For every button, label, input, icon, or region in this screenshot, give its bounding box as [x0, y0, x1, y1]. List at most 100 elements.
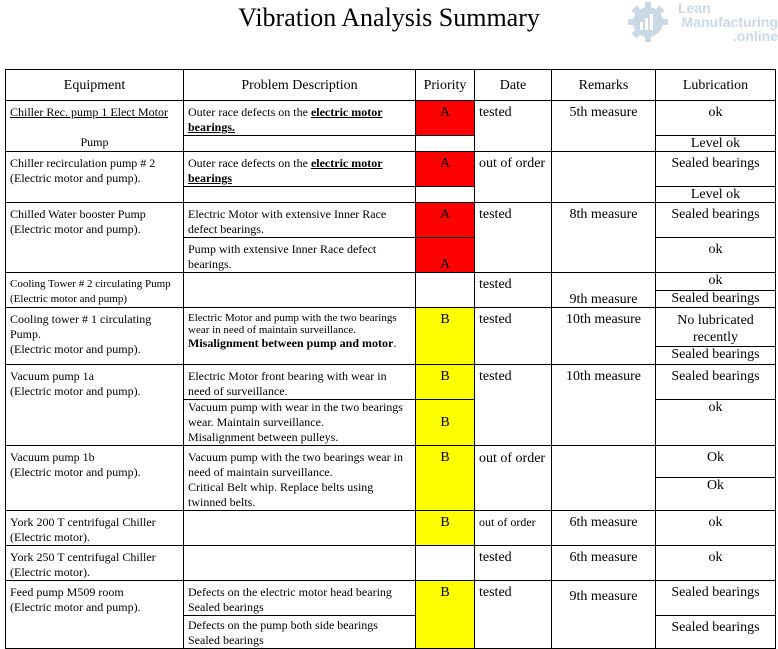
priority-cell: A	[415, 202, 475, 238]
remarks-cell	[551, 445, 656, 511]
equipment-cell: Chilled Water booster Pump (Electric mot…	[5, 202, 184, 273]
remarks-cell: 5th measure	[551, 100, 656, 152]
priority-cell: B	[415, 445, 475, 511]
header-equipment: Equipment	[5, 69, 184, 101]
gear-chart-icon	[628, 2, 668, 42]
lubrication-cell: ok	[655, 510, 776, 546]
priority-cell	[415, 186, 475, 203]
problem-cell: Electric Motor with extensive Inner Race…	[183, 202, 416, 238]
table-row: Cooling tower # 1 circulating Pump. (Ele…	[5, 307, 776, 365]
problem-cell	[183, 510, 416, 546]
equipment-cell: Vacuum pump 1b (Electric motor and pump)…	[5, 445, 184, 511]
table-row: Level ok	[6, 186, 776, 203]
remarks-cell	[551, 151, 656, 203]
table-header-row: Equipment Problem Description Priority D…	[5, 69, 776, 101]
header-remarks: Remarks	[551, 69, 656, 101]
problem-cell: Outer race defects on the electric motor…	[183, 151, 416, 187]
logo: Lean Manufacturing .online	[678, 0, 778, 44]
equipment-cell: York 250 T centrifugal Chiller (Electric…	[5, 545, 184, 581]
table-row: Vacuum pump with wear in the two bearing…	[6, 399, 776, 446]
date-cell: tested	[474, 100, 552, 152]
problem-cell	[183, 186, 416, 203]
lubrication-cell: Ok	[655, 445, 776, 478]
priority-cell: A	[415, 100, 475, 136]
priority-cell: A	[415, 151, 475, 187]
date-cell: tested	[474, 202, 552, 273]
problem-cell: Electric Motor and pump with the two bea…	[183, 307, 416, 365]
table-row: York 200 T centrifugal Chiller (Electric…	[5, 510, 776, 546]
table-row: Vacuum pump 1a (Electric motor and pump)…	[5, 364, 776, 446]
table-row: Vacuum pump 1b (Electric motor and pump)…	[5, 445, 776, 511]
vibration-summary-table: Equipment Problem Description Priority D…	[5, 69, 776, 649]
remarks-cell: 6th measure	[551, 545, 656, 581]
remarks-cell: 9th measure	[551, 580, 656, 649]
problem-cell: Vacuum pump with the two bearings wear i…	[183, 445, 416, 511]
table-row: Feed pump M509 room (Electric motor and …	[5, 580, 776, 649]
lubrication-cell: Sealed bearings	[655, 151, 776, 187]
lubrication-cell: Level ok	[655, 186, 776, 203]
equipment-cell: Chiller recirculation pump # 2 (Electric…	[5, 151, 184, 203]
table-row: Chilled Water booster Pump (Electric mot…	[5, 202, 776, 273]
date-cell: tested	[474, 580, 552, 649]
problem-cell: Defects on the pump both side bearings S…	[183, 615, 416, 649]
priority-cell: B	[415, 399, 475, 446]
priority-cell	[415, 272, 475, 308]
problem-cell: Defects on the electric motor head beari…	[183, 580, 416, 616]
date-cell: tested	[474, 545, 552, 581]
date-cell: out of order	[474, 445, 552, 511]
problem-cell: Outer race defects on the electric motor…	[183, 100, 416, 136]
priority-cell	[415, 545, 475, 581]
remarks-cell: 10th measure	[551, 307, 656, 365]
priority-cell: B	[415, 580, 475, 649]
problem-cell: Electric Motor front bearing with wear i…	[183, 364, 416, 400]
problem-cell	[183, 135, 416, 152]
table-row: Cooling Tower # 2 circulating Pump (Elec…	[5, 272, 776, 308]
lubrication-cell: ok	[655, 399, 776, 446]
lubrication-cell: Ok	[655, 476, 776, 512]
lubrication-cell: ok	[655, 100, 776, 136]
problem-cell	[183, 545, 416, 581]
date-cell: tested	[474, 272, 552, 308]
priority-cell: B	[415, 307, 475, 365]
header-problem-description: Problem Description	[183, 69, 416, 101]
priority-cell: A	[415, 237, 475, 273]
lubrication-cell: ok	[655, 545, 776, 581]
remarks-cell: 9th measure	[551, 272, 656, 308]
equipment-cell: York 200 T centrifugal Chiller (Electric…	[5, 510, 184, 546]
lubrication-cell: ok	[655, 237, 776, 273]
header-priority: Priority	[415, 69, 475, 101]
date-cell: tested	[474, 364, 552, 446]
date-cell: out of order	[474, 151, 552, 203]
lubrication-cell: Sealed bearings	[655, 364, 776, 400]
problem-cell	[183, 272, 416, 308]
table-row: Chiller Rec. pump 1 Elect Motor Pump Out…	[5, 100, 776, 152]
lubrication-cell: ok	[655, 272, 776, 291]
header-lubrication: Lubrication	[655, 69, 776, 101]
equipment-cell: Cooling Tower # 2 circulating Pump (Elec…	[5, 272, 184, 308]
lubrication-cell: Level ok	[655, 135, 776, 152]
priority-cell: B	[415, 510, 475, 546]
remarks-cell: 8th measure	[551, 202, 656, 273]
lubrication-cell: Sealed bearings	[655, 615, 776, 649]
problem-cell: Pump with extensive Inner Race defect be…	[183, 237, 416, 273]
priority-cell: B	[415, 364, 475, 400]
table-row: Ok	[6, 476, 776, 512]
lubrication-cell: Sealed bearings	[655, 202, 776, 238]
table-row: Chiller recirculation pump # 2 (Electric…	[5, 151, 776, 203]
problem-cell: Vacuum pump with wear in the two bearing…	[183, 399, 416, 446]
lubrication-cell: Sealed bearings	[655, 346, 776, 365]
lubrication-cell: Sealed bearings	[655, 580, 776, 616]
header-date: Date	[474, 69, 552, 101]
equipment-cell: Feed pump M509 room (Electric motor and …	[5, 580, 184, 649]
lubrication-cell: No lubricated recently	[655, 307, 776, 347]
lubrication-cell: Sealed bearings	[655, 289, 776, 308]
date-cell: out of order	[474, 510, 552, 546]
equipment-cell: Vacuum pump 1a (Electric motor and pump)…	[5, 364, 184, 446]
equipment-cell: Chiller Rec. pump 1 Elect Motor Pump	[5, 100, 184, 152]
priority-cell	[415, 135, 475, 152]
equipment-cell: Cooling tower # 1 circulating Pump. (Ele…	[5, 307, 184, 365]
table-row: Pump with extensive Inner Race defect be…	[6, 237, 776, 273]
table-row: York 250 T centrifugal Chiller (Electric…	[5, 545, 776, 581]
remarks-cell: 6th measure	[551, 510, 656, 546]
remarks-cell: 10th measure	[551, 364, 656, 446]
